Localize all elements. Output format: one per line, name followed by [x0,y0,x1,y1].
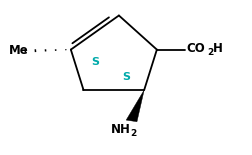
Text: NH: NH [111,123,131,136]
Text: Me: Me [9,44,28,57]
Text: S: S [122,73,130,82]
Text: S: S [90,57,99,67]
Text: CO: CO [185,42,204,55]
Polygon shape [126,90,144,122]
Text: 2: 2 [207,48,213,57]
Text: H: H [212,42,222,55]
Text: 2: 2 [130,129,136,138]
